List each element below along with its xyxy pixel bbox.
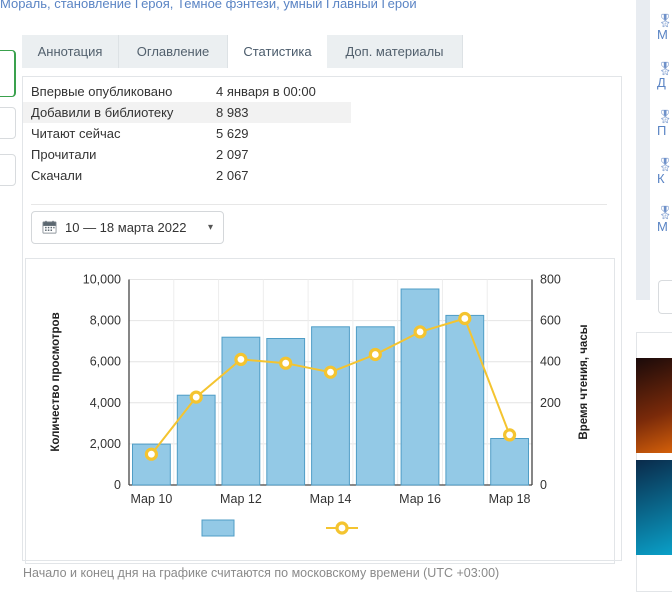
svg-text:Мар 14: Мар 14: [310, 492, 352, 506]
svg-text:800: 800: [540, 273, 561, 287]
svg-text:6,000: 6,000: [90, 355, 121, 369]
svg-text:200: 200: [540, 396, 561, 410]
svg-text:Мар 18: Мар 18: [489, 492, 531, 506]
svg-text:Время чтения, часы: Время чтения, часы: [578, 324, 590, 439]
svg-text:Количество просмотров: Количество просмотров: [50, 312, 62, 451]
svg-text:0: 0: [114, 478, 121, 492]
svg-text:2,000: 2,000: [90, 437, 121, 451]
svg-text:8,000: 8,000: [90, 314, 121, 328]
svg-text:600: 600: [540, 314, 561, 328]
svg-text:10,000: 10,000: [83, 273, 121, 287]
svg-text:400: 400: [540, 355, 561, 369]
svg-text:Мар 10: Мар 10: [130, 492, 172, 506]
svg-text:0: 0: [540, 478, 547, 492]
svg-text:4,000: 4,000: [90, 396, 121, 410]
svg-text:Мар 12: Мар 12: [220, 492, 262, 506]
svg-text:Мар 16: Мар 16: [399, 492, 441, 506]
